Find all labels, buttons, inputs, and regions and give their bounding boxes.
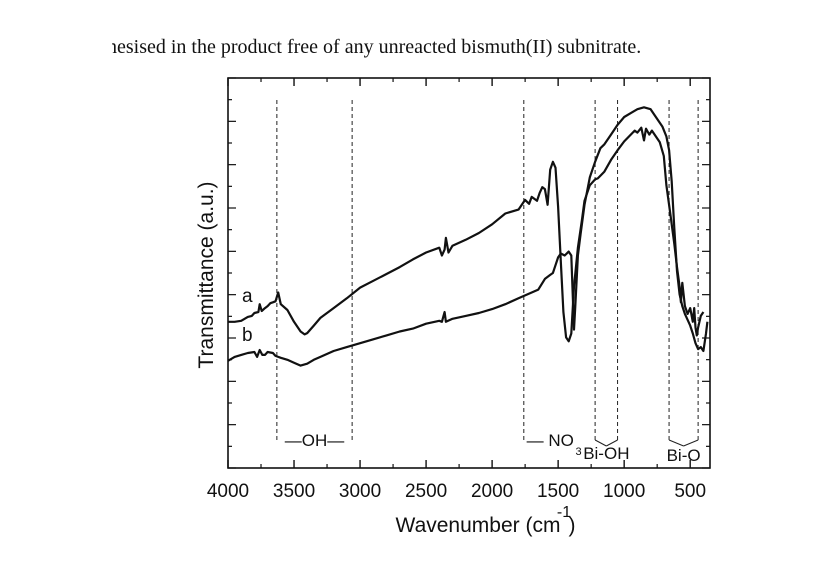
series-a-line <box>228 126 705 343</box>
axes-layer: 4000 3500 3000 2500 2000 1500 1000 500 <box>207 77 711 502</box>
annotation-subscript: 3 <box>576 446 582 458</box>
x-tick-label: 1000 <box>603 481 645 502</box>
x-tick-label: 3000 <box>339 481 381 502</box>
x-tick-label: 3500 <box>273 481 315 502</box>
annotation-label: Bi-OH <box>583 444 629 463</box>
annotation-label: —OH— <box>285 431 345 450</box>
series-b-label: b <box>242 325 253 346</box>
bracket-mark <box>594 439 607 447</box>
x-axis-label: Wavenumber (cm <box>396 514 561 537</box>
y-axis-label: Transmittance (a.u.) <box>195 181 218 368</box>
annotation-label: Bi-O <box>667 446 701 465</box>
figure-caption: hesised in the product free of any unrea… <box>112 34 752 62</box>
x-tick-label: 1500 <box>537 481 579 502</box>
bracket-mark <box>606 439 618 447</box>
annotation-layer: —OH— — NO3 Bi-OH Bi-O <box>285 431 701 465</box>
series-a-label: a <box>242 286 253 307</box>
x-tick-label: 4000 <box>207 481 249 502</box>
bracket-mark <box>683 439 699 447</box>
x-tick-label: 2500 <box>405 481 447 502</box>
caption-text: hesised in the product free of any unrea… <box>112 36 642 58</box>
x-tick-label: 2000 <box>471 481 513 502</box>
reference-lines <box>276 100 699 443</box>
x-axis-label-superscript: -1 <box>557 504 571 521</box>
bracket-mark <box>668 439 684 447</box>
annotation-label: — NO <box>527 431 574 450</box>
series-layer: ab <box>227 106 709 367</box>
axis-labels: Transmittance (a.u.) Wavenumber (cm-1) <box>195 181 576 537</box>
x-tick-label: 500 <box>674 481 706 502</box>
plot-frame <box>227 77 711 469</box>
series-b-line <box>227 106 709 367</box>
x-axis-label-close: ) <box>569 514 576 537</box>
